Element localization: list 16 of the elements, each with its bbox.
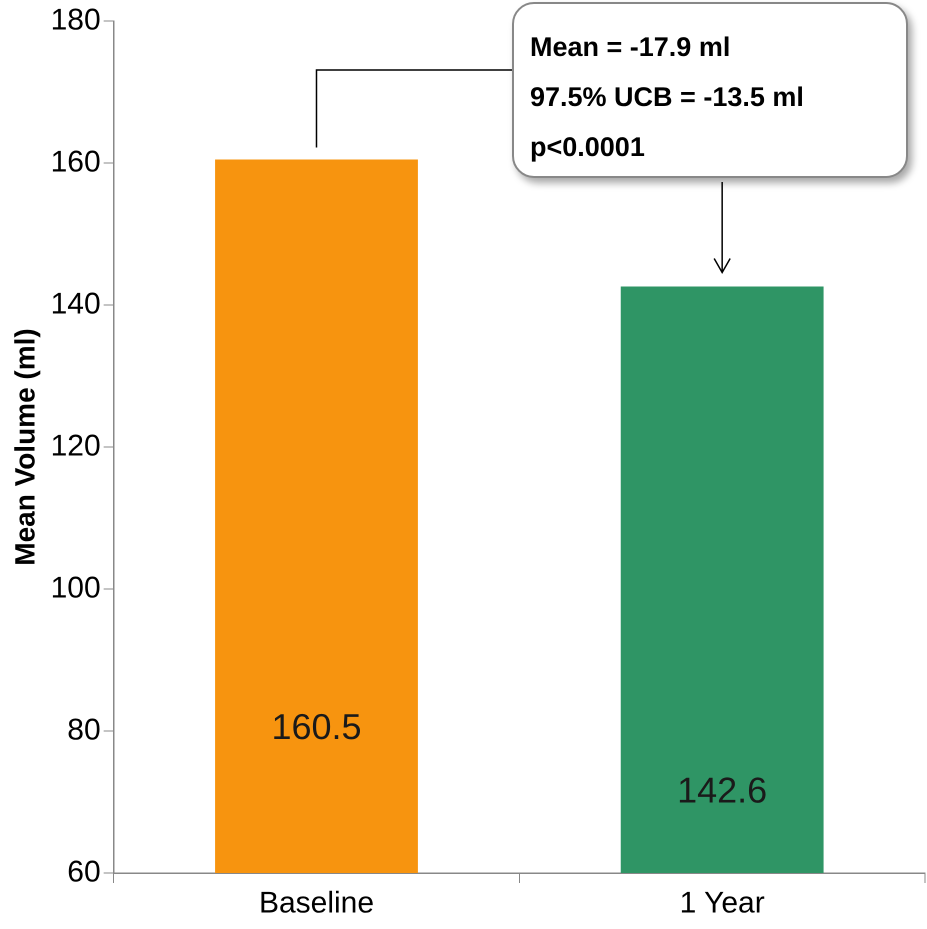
annotation: p<0.0001 — [530, 131, 646, 164]
callout-box: Mean = -17.9 ml 97.5% UCB = -13.5 ml p<0.0001 — [512, 2, 908, 178]
y-tick-label: 180 — [50, 3, 101, 36]
annotation: Mean = -17.9 ml — [530, 31, 732, 64]
y-tick-label: 120 — [50, 429, 101, 462]
x-tick-label: 1 Year — [680, 886, 765, 920]
y-tick-label: 80 — [67, 713, 101, 746]
data-label: 142.6 — [677, 770, 768, 811]
x-tick-label: Baseline — [258, 886, 374, 920]
y-tick-label: 100 — [50, 571, 101, 604]
y-axis-title: Mean Volume (ml) — [10, 328, 41, 566]
y-tick-label: 140 — [50, 287, 101, 320]
y-tick-label: 160 — [50, 145, 101, 178]
y-tick-label: 60 — [67, 855, 101, 888]
data-label: 160.5 — [271, 706, 362, 748]
annotation: 97.5% UCB = -13.5 ml — [530, 81, 805, 114]
